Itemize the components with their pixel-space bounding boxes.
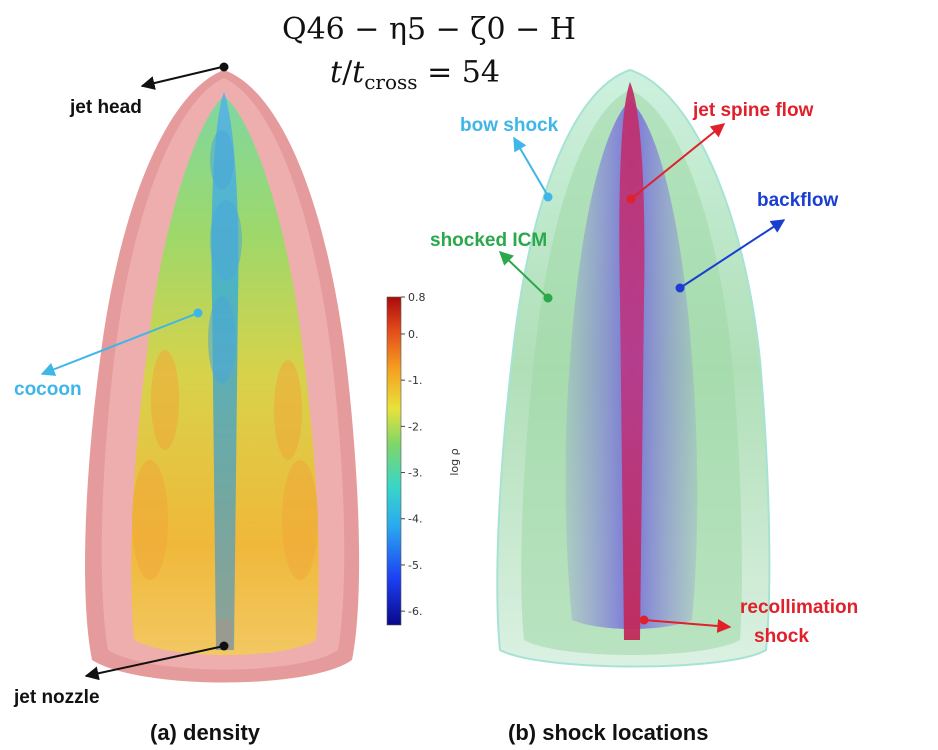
colorbar-tick-label: -6. [408, 605, 422, 618]
figure-title-line1: Q46 − η5 − ζ0 − H [282, 12, 576, 47]
label-bow-shock: bow shock [460, 115, 559, 136]
annotation-shocked-icm: shocked ICM [430, 230, 553, 303]
shock-panel [496, 68, 771, 668]
caption-shock-locations: (b) shock locations [508, 720, 708, 745]
colorbar: 0.8 0. -1. -2. -3. -4. -5. -6. log ρ [386, 291, 461, 626]
label-shocked-icm: shocked ICM [430, 230, 547, 251]
colorbar-tick-label: -1. [408, 374, 422, 387]
label-cocoon: cocoon [14, 379, 82, 400]
colorbar-tick-label: -3. [408, 467, 422, 480]
colorbar-tick-label: -2. [408, 420, 422, 433]
caption-density: (a) density [150, 720, 261, 745]
label-backflow: backflow [757, 190, 839, 211]
title-slash: / [342, 55, 353, 90]
figure-title-line2: t/tcross = 54 [330, 55, 500, 94]
annotation-bow-shock: bow shock [460, 115, 559, 202]
colorbar-tick-label: 0. [408, 328, 419, 341]
colorbar-label: log ρ [448, 448, 461, 475]
title-subscript: cross [364, 70, 418, 94]
annotation-jet-head: jet head [69, 62, 229, 118]
annotation-cocoon: cocoon [14, 308, 203, 400]
title-equals: = 54 [417, 55, 500, 90]
label-recollimation: recollimation [740, 597, 858, 618]
annotation-recollimation-shock: recollimation shock [639, 597, 858, 647]
colorbar-tick-label: -4. [408, 513, 422, 526]
annotation-backflow: backflow [675, 190, 839, 293]
density-panel [85, 70, 360, 683]
colorbar-tick-label: 0.8 [408, 291, 426, 304]
annotation-jet-nozzle: jet nozzle [13, 641, 229, 708]
title-t: t [330, 55, 343, 90]
annotation-jet-spine-flow: jet spine flow [626, 100, 814, 204]
label-jet-head: jet head [69, 97, 142, 118]
colorbar-tick-label: -5. [408, 559, 422, 572]
label-jet-nozzle: jet nozzle [13, 687, 100, 708]
label-jet-spine-flow: jet spine flow [692, 100, 814, 121]
jet-spine-flow [619, 82, 645, 640]
label-recollimation-shock: shock [754, 626, 809, 647]
colorbar-gradient [386, 296, 402, 626]
title-t2: t [352, 55, 365, 90]
